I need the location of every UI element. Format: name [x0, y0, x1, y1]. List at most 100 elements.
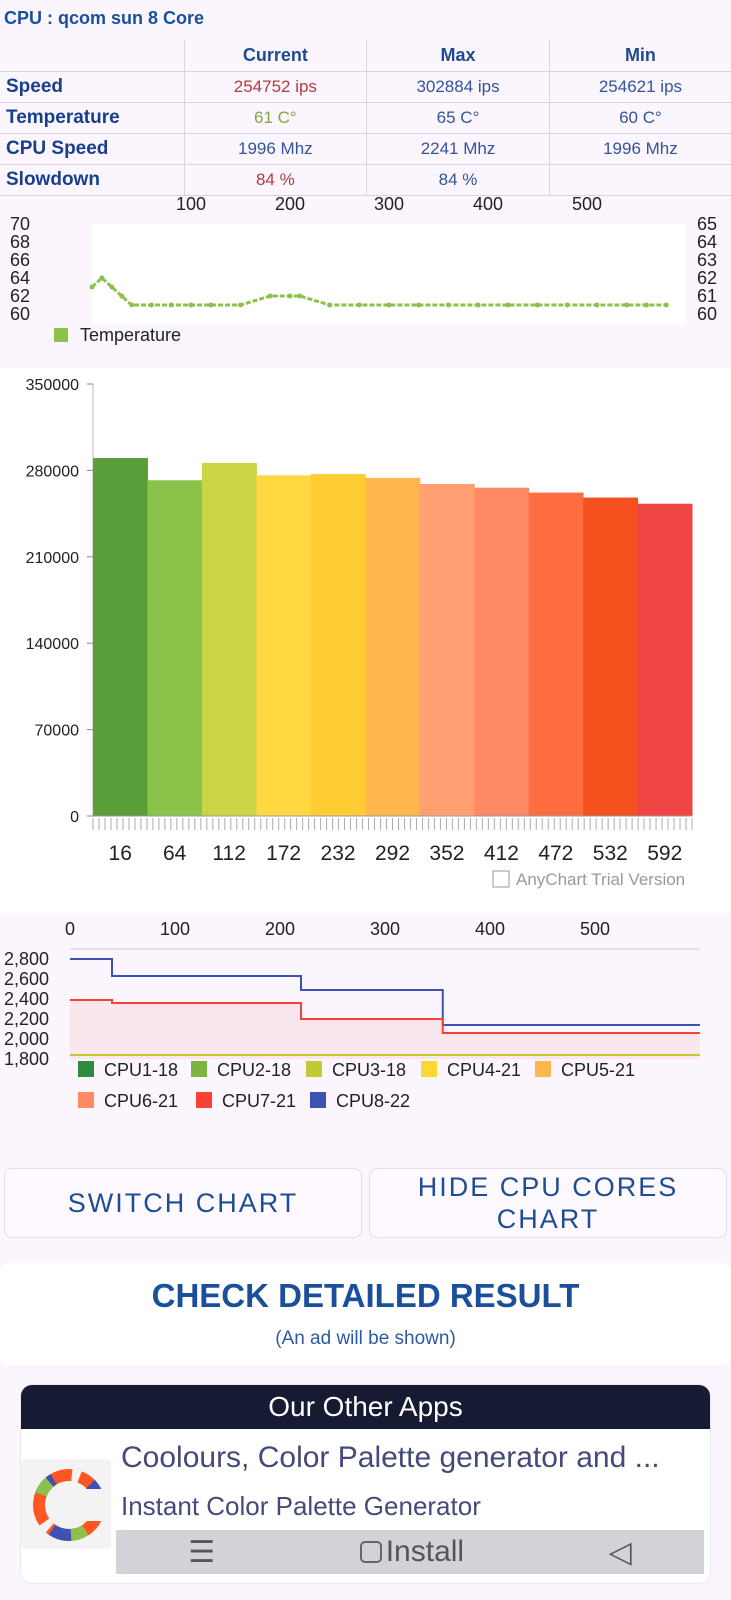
system-nav-bar: ☰ Install ◁	[116, 1530, 704, 1574]
temp-y-right-tick-label: 60	[697, 304, 717, 324]
install-button[interactable]: Install	[359, 1535, 465, 1569]
cpu-area-fill	[70, 1000, 700, 1059]
cpu-legend-label: CPU3-18	[332, 1060, 406, 1080]
cpu-x-tick-label: 400	[475, 919, 505, 939]
col-current: Current	[184, 40, 368, 72]
bar-x-tick-label: 112	[212, 842, 245, 865]
temp-y-tick-label: 60	[10, 304, 30, 324]
hide-cpu-cores-chart-button[interactable]: HIDE CPU CORES CHART	[369, 1168, 727, 1238]
temp-plot-area	[92, 224, 686, 324]
cpu-line-series	[70, 958, 700, 1059]
temp-y-right-tick-label: 65	[697, 214, 717, 234]
speed-bar	[528, 492, 584, 816]
cpu-legend: CPU1-18 CPU2-18 CPU3-18 CPU4-21 CPU5-21 CPU6-…	[78, 1060, 635, 1111]
temp-x-tick-label: 300	[374, 196, 404, 214]
back-icon[interactable]: ◁	[608, 1535, 632, 1569]
row-label: Slowdown	[0, 164, 185, 196]
temp-point	[505, 302, 511, 308]
stats-table: Current Max Min Speed 254752 ips 302884 …	[0, 40, 731, 196]
col-max: Max	[366, 40, 550, 72]
temp-x-axis: 100 200 300 400 500	[176, 196, 602, 214]
temp-max: 65 C°	[366, 102, 550, 134]
switch-chart-label: SWITCH CHART	[67, 1188, 299, 1218]
bar-x-axis: 16 64 112 172 232 292 352 412 472 532 592	[92, 815, 693, 865]
speed-bar	[637, 503, 693, 816]
speed-bar	[474, 487, 530, 816]
stats-row-cpu-speed: CPU Speed 1996 Mhz 2241 Mhz 1996 Mhz	[0, 133, 731, 165]
install-label: Install	[385, 1535, 465, 1568]
stats-row-slowdown: Slowdown 84 % 84 %	[0, 164, 731, 196]
cpu-line	[70, 958, 700, 1026]
row-label: Speed	[0, 71, 185, 103]
cpu-line	[70, 999, 700, 1034]
temp-point	[643, 302, 649, 308]
speed-current: 254752 ips	[184, 71, 368, 103]
cpu-frequency-chart: 0 100 200 300 400 500 2,8002,6002,4002,2002,0…	[4, 919, 700, 1111]
cpu-legend-swatch	[196, 1092, 212, 1108]
temp-point	[663, 302, 669, 308]
temp-line	[90, 275, 667, 307]
cpu-y-tick-label: 2,800	[4, 949, 49, 969]
temp-y-tick-label: 70	[10, 214, 30, 234]
speed-bar	[201, 462, 257, 816]
check-subtitle: (An ad will be shown)	[275, 1328, 456, 1349]
cpu-legend-label: CPU2-18	[217, 1060, 291, 1080]
temp-point	[416, 302, 422, 308]
bar-x-tick-label: 232	[321, 842, 356, 865]
temp-point	[356, 302, 362, 308]
switch-chart-button[interactable]: SWITCH CHART	[4, 1168, 362, 1238]
temp-y-right-tick-label: 62	[697, 268, 717, 288]
temp-point	[386, 302, 392, 308]
app-subtitle: Instant Color Palette Generator	[121, 1491, 481, 1521]
cpuspeed-max: 2241 Mhz	[366, 133, 550, 165]
cpu-y-tick-label: 2,000	[4, 1029, 49, 1049]
speed-bar-chart: 350000 280000 210000 140000 70000 0 16 64 112 17…	[0, 368, 731, 913]
temp-point	[168, 302, 174, 308]
temp-point	[445, 302, 451, 308]
cpu-stats-panel: CPU : qcom sun 8 Core Current Max Min Sp…	[0, 0, 731, 196]
temp-point	[594, 302, 600, 308]
cpu-y-tick-label: 2,400	[4, 989, 49, 1009]
stats-header-row: Current Max Min	[0, 40, 731, 72]
bar-x-tick-label: 292	[375, 842, 410, 865]
cpu-legend-label: CPU1-18	[104, 1060, 178, 1080]
speed-bar	[419, 483, 475, 816]
cpu-y-tick-label: 2,600	[4, 969, 49, 989]
temp-point	[208, 302, 214, 308]
speed-bar	[310, 474, 366, 816]
temp-min: 60 C°	[549, 102, 731, 134]
cpuspeed-min: 1996 Mhz	[549, 133, 731, 165]
hide-label-line2: CHART	[496, 1204, 600, 1234]
cpu-x-axis: 0 100 200 300 400 500	[65, 919, 700, 950]
hide-label-line1: HIDE CPU CORES	[417, 1172, 679, 1202]
check-detailed-result-button[interactable]: CHECK DETAILED RESULT (An ad will be sho…	[0, 1263, 731, 1365]
app-name[interactable]: Coolours, Color Palette generator and ..…	[121, 1441, 660, 1474]
bar-x-tick-label: 472	[538, 842, 573, 865]
page-title: CPU : qcom sun 8 Core	[4, 8, 205, 28]
temp-x-tick-label: 100	[176, 196, 206, 214]
cpu-x-tick-label: 300	[370, 919, 400, 939]
temp-point	[475, 302, 481, 308]
bar-series	[93, 458, 693, 816]
cpu-legend-label: CPU4-21	[447, 1060, 521, 1080]
cpu-legend-swatch	[535, 1061, 551, 1077]
cpu-legend-label: CPU5-21	[561, 1060, 635, 1080]
temp-current: 61 C°	[184, 102, 368, 134]
temp-y-tick-label: 66	[10, 250, 30, 270]
slowdown-max: 84 %	[366, 164, 550, 196]
stats-row-speed: Speed 254752 ips 302884 ips 254621 ips	[0, 71, 731, 103]
temp-point	[188, 302, 194, 308]
temp-point	[535, 302, 540, 308]
coolours-app-icon[interactable]	[21, 1459, 111, 1549]
temp-y-right-tick-label: 61	[697, 286, 717, 306]
check-title: CHECK DETAILED RESULT	[151, 1277, 580, 1314]
menu-icon[interactable]: ☰	[188, 1535, 216, 1569]
speed-bar	[365, 477, 421, 816]
stats-corner	[0, 40, 185, 72]
home-square-icon	[359, 1541, 382, 1563]
temp-y-right-tick-label: 64	[697, 232, 717, 252]
bar-x-tick-label: 532	[593, 842, 628, 865]
